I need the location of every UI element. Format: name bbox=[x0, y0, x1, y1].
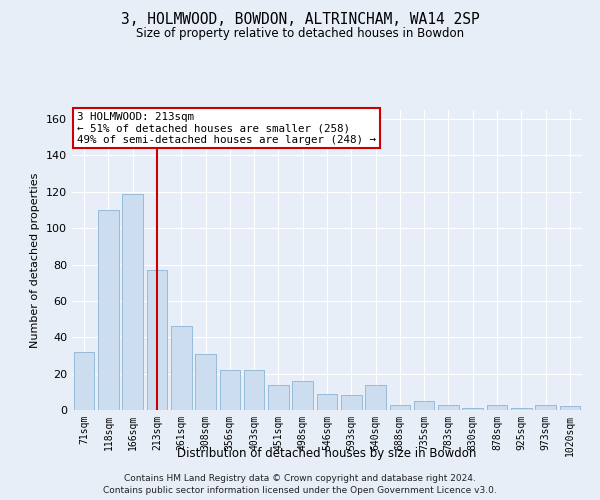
Bar bbox=[244, 370, 265, 410]
Text: 3 HOLMWOOD: 213sqm
← 51% of detached houses are smaller (258)
49% of semi-detach: 3 HOLMWOOD: 213sqm ← 51% of detached hou… bbox=[77, 112, 376, 144]
Text: Distribution of detached houses by size in Bowdon: Distribution of detached houses by size … bbox=[178, 448, 476, 460]
Bar bbox=[341, 396, 362, 410]
Bar bbox=[438, 404, 459, 410]
Bar bbox=[98, 210, 119, 410]
Bar bbox=[487, 404, 508, 410]
Y-axis label: Number of detached properties: Number of detached properties bbox=[31, 172, 40, 348]
Bar bbox=[146, 270, 167, 410]
Bar bbox=[560, 406, 580, 410]
Bar bbox=[389, 404, 410, 410]
Bar bbox=[292, 381, 313, 410]
Text: 3, HOLMWOOD, BOWDON, ALTRINCHAM, WA14 2SP: 3, HOLMWOOD, BOWDON, ALTRINCHAM, WA14 2S… bbox=[121, 12, 479, 28]
Bar bbox=[414, 401, 434, 410]
Bar bbox=[511, 408, 532, 410]
Bar bbox=[171, 326, 191, 410]
Bar bbox=[195, 354, 216, 410]
Bar bbox=[122, 194, 143, 410]
Bar bbox=[535, 404, 556, 410]
Bar bbox=[74, 352, 94, 410]
Text: Contains HM Land Registry data © Crown copyright and database right 2024.
Contai: Contains HM Land Registry data © Crown c… bbox=[103, 474, 497, 495]
Bar bbox=[463, 408, 483, 410]
Text: Size of property relative to detached houses in Bowdon: Size of property relative to detached ho… bbox=[136, 28, 464, 40]
Bar bbox=[317, 394, 337, 410]
Bar bbox=[268, 384, 289, 410]
Bar bbox=[220, 370, 240, 410]
Bar bbox=[365, 384, 386, 410]
